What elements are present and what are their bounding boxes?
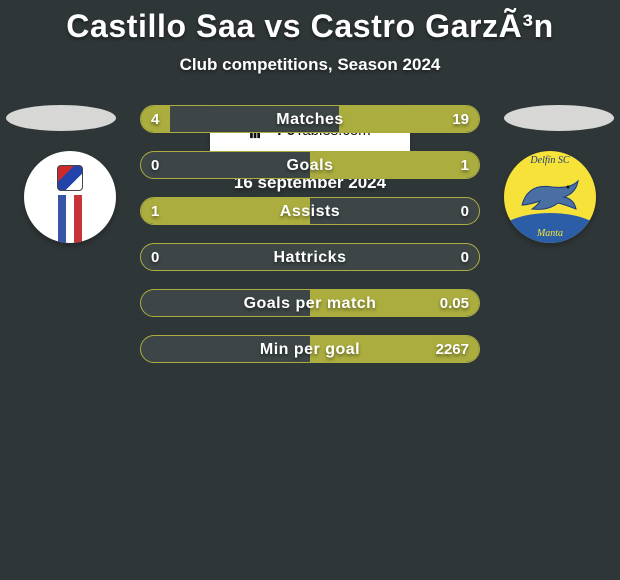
universidad-catolica-crest-icon bbox=[24, 151, 116, 243]
stat-row: 2267Min per goal bbox=[140, 335, 480, 363]
player-right-name: Castro GarzÃ³n bbox=[311, 8, 554, 44]
stat-rows: 419Matches 01Goals 10Assists 00Hattricks 0.0… bbox=[140, 105, 480, 381]
stat-label: Goals per match bbox=[141, 290, 479, 316]
player-left-name: Castillo Saa bbox=[66, 8, 255, 44]
crest-left-stripe-icon bbox=[58, 195, 66, 243]
stat-label: Hattricks bbox=[141, 244, 479, 270]
team-right-crest: Delfín SC Manta bbox=[500, 151, 600, 241]
comparison-title: Castillo Saa vs Castro GarzÃ³n bbox=[0, 0, 620, 45]
stat-row: 01Goals bbox=[140, 151, 480, 179]
stat-row: 10Assists bbox=[140, 197, 480, 225]
crest-left-badge-icon bbox=[57, 165, 83, 191]
stat-label: Min per goal bbox=[141, 336, 479, 362]
crest-left-stripe-icon bbox=[74, 195, 82, 243]
crest-shadow-left bbox=[6, 105, 116, 131]
delfin-sc-crest-icon: Delfín SC Manta bbox=[504, 151, 596, 243]
stat-label: Goals bbox=[141, 152, 479, 178]
crest-shadow-right bbox=[504, 105, 614, 131]
comparison-subtitle: Club competitions, Season 2024 bbox=[0, 55, 620, 75]
dolphin-icon bbox=[518, 175, 582, 215]
team-left-crest bbox=[20, 151, 120, 241]
stat-label: Assists bbox=[141, 198, 479, 224]
stat-label: Matches bbox=[141, 106, 479, 132]
crest-right-bottom-text: Manta bbox=[504, 228, 596, 239]
stat-row: 419Matches bbox=[140, 105, 480, 133]
crest-right-top-text: Delfín SC bbox=[504, 155, 596, 166]
stat-row: 00Hattricks bbox=[140, 243, 480, 271]
vs-separator: vs bbox=[264, 8, 301, 44]
stat-row: 0.05Goals per match bbox=[140, 289, 480, 317]
